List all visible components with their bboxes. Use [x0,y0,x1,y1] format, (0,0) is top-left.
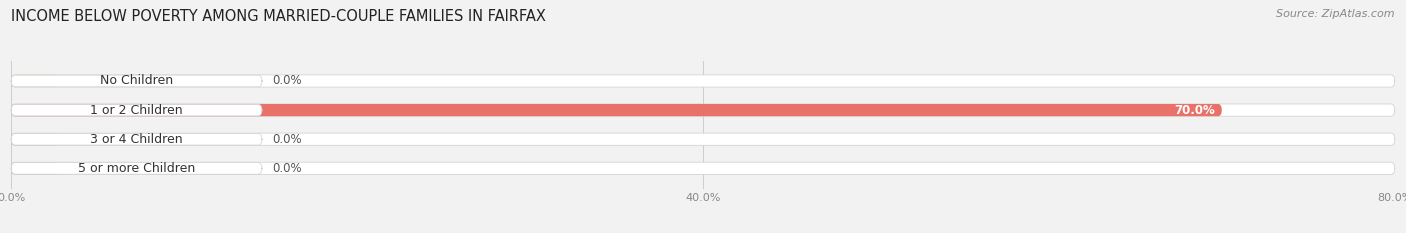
FancyBboxPatch shape [11,104,1395,116]
FancyBboxPatch shape [11,163,262,174]
FancyBboxPatch shape [11,75,59,87]
FancyBboxPatch shape [11,162,1395,175]
Text: INCOME BELOW POVERTY AMONG MARRIED-COUPLE FAMILIES IN FAIRFAX: INCOME BELOW POVERTY AMONG MARRIED-COUPL… [11,9,546,24]
FancyBboxPatch shape [11,133,1395,145]
Text: 1 or 2 Children: 1 or 2 Children [90,104,183,116]
Text: 0.0%: 0.0% [273,162,302,175]
Text: 5 or more Children: 5 or more Children [77,162,195,175]
Text: No Children: No Children [100,75,173,87]
FancyBboxPatch shape [11,75,262,87]
FancyBboxPatch shape [11,133,59,145]
FancyBboxPatch shape [11,133,262,145]
Text: Source: ZipAtlas.com: Source: ZipAtlas.com [1277,9,1395,19]
Text: 3 or 4 Children: 3 or 4 Children [90,133,183,146]
Text: 70.0%: 70.0% [1174,104,1215,116]
FancyBboxPatch shape [11,104,262,116]
Text: 0.0%: 0.0% [273,133,302,146]
FancyBboxPatch shape [11,162,59,175]
Text: 0.0%: 0.0% [273,75,302,87]
FancyBboxPatch shape [11,104,1222,116]
FancyBboxPatch shape [11,75,1395,87]
